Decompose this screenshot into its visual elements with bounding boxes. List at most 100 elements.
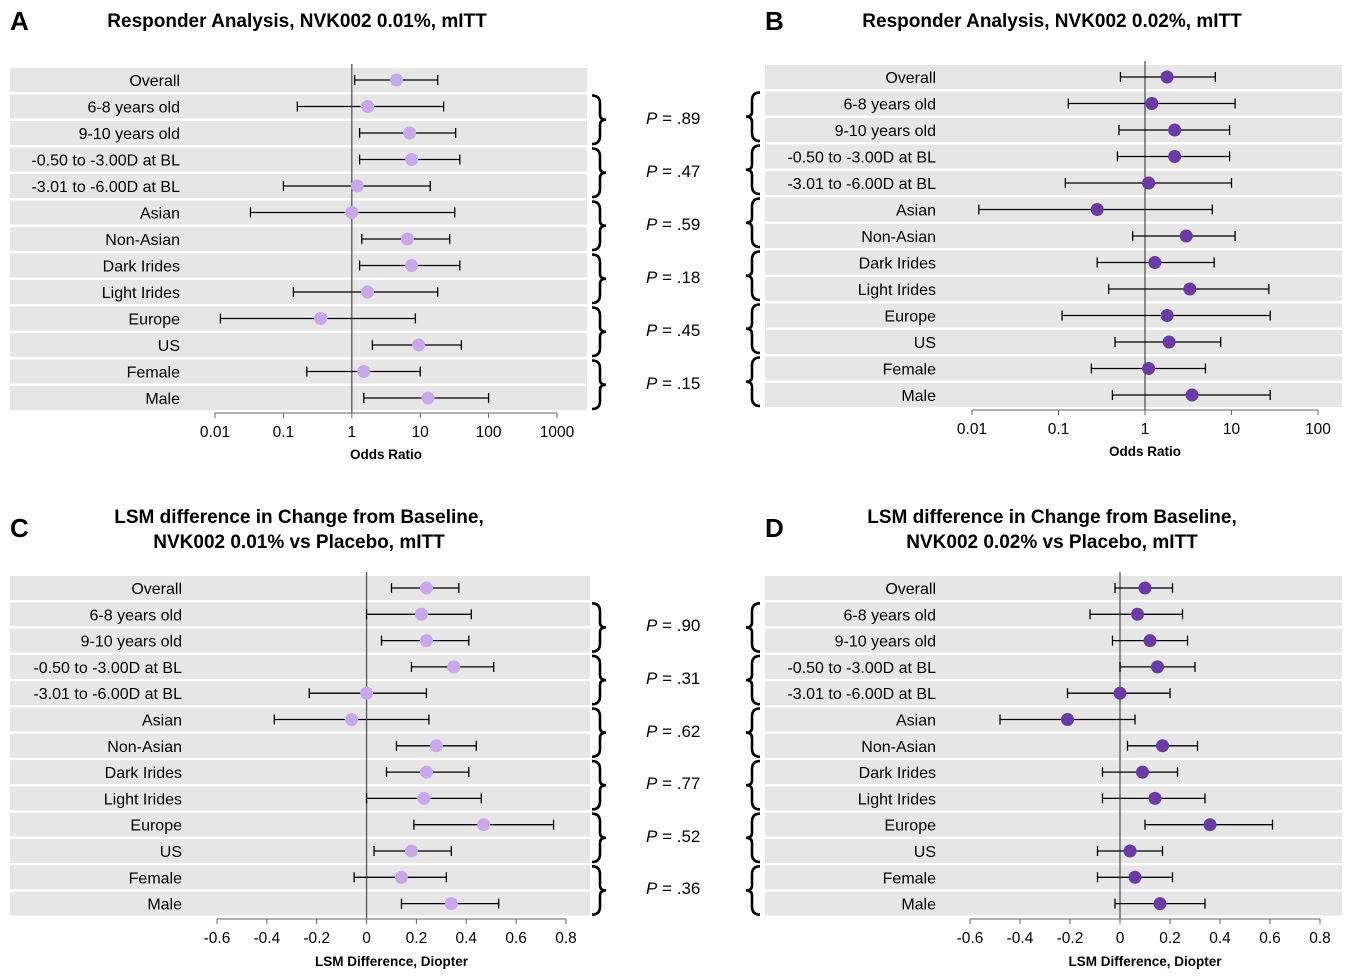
x-tick-label: 1 <box>1141 421 1150 438</box>
interaction-p-value: P = .89 <box>646 109 700 129</box>
subgroup-brace <box>592 656 606 704</box>
interaction-p-value: P = .62 <box>646 722 700 742</box>
subgroup-brace <box>592 603 606 651</box>
chart-title: Responder Analysis, NVK002 0.02%, mITT <box>862 11 1242 32</box>
subgroup-brace <box>592 202 606 251</box>
interaction-p-value: P = .59 <box>646 215 700 235</box>
estimate-point <box>420 582 433 595</box>
x-tick-label: 1000 <box>540 424 575 441</box>
estimate-point <box>447 660 460 673</box>
subgroup-brace <box>746 146 760 195</box>
row-band <box>765 760 1342 784</box>
estimate-point <box>1131 608 1144 621</box>
panel-b: B Responder Analysis, NVK002 0.02%, mITTO… <box>746 6 1342 459</box>
subgroup-brace <box>592 308 606 357</box>
estimate-point <box>1145 97 1158 110</box>
category-label: Asian <box>140 206 180 223</box>
interaction-p-value: P = .90 <box>646 616 700 636</box>
row-band <box>10 892 590 916</box>
x-tick-label: 0.6 <box>505 930 527 947</box>
interaction-p-value: P = .47 <box>646 162 700 182</box>
estimate-point <box>314 312 327 325</box>
category-label: Light Irides <box>858 791 936 808</box>
estimate-point <box>1168 150 1181 163</box>
estimate-point <box>445 897 458 910</box>
row-band <box>10 227 587 251</box>
x-tick-label: 0.2 <box>406 930 428 947</box>
x-tick-label: 10 <box>1223 421 1241 438</box>
chart-title: LSM difference in Change from Baseline, <box>867 507 1237 528</box>
row-band <box>765 865 1342 889</box>
subgroup-brace <box>746 603 760 651</box>
category-label: Female <box>127 365 180 382</box>
estimate-point <box>395 871 408 884</box>
x-axis-label: LSM Difference, Diopter <box>1068 954 1222 969</box>
category-label: 6-8 years old <box>90 607 183 624</box>
subgroup-brace <box>746 358 760 407</box>
estimate-point <box>351 180 364 193</box>
chart-title: NVK002 0.02% vs Placebo, mITT <box>906 532 1198 553</box>
subgroup-brace <box>746 761 760 809</box>
category-label: -0.50 to -3.00D at BL <box>787 660 936 677</box>
row-band <box>10 333 587 357</box>
row-band <box>10 360 587 384</box>
estimate-point <box>1148 256 1161 269</box>
category-label: 9-10 years old <box>81 634 182 651</box>
subgroup-brace <box>746 814 760 862</box>
x-tick-label: -0.4 <box>1007 930 1034 947</box>
category-label: Dark Irides <box>103 259 180 276</box>
category-label: Male <box>901 897 936 914</box>
panel-letter: A <box>10 6 29 36</box>
subgroup-brace <box>592 866 606 914</box>
row-band <box>10 786 590 810</box>
subgroup-brace <box>592 709 606 757</box>
estimate-point <box>477 818 490 831</box>
x-tick-label: -0.4 <box>253 930 280 947</box>
interaction-p-value: P = .77 <box>646 774 700 794</box>
category-label: Europe <box>130 818 182 835</box>
category-label: Female <box>883 362 936 379</box>
category-label: Asian <box>896 713 936 730</box>
estimate-point <box>1114 687 1127 700</box>
row-band <box>765 786 1342 810</box>
x-tick-label: 10 <box>412 424 430 441</box>
category-label: 6-8 years old <box>844 607 937 624</box>
panel-letter: B <box>765 6 784 36</box>
estimate-point <box>1144 634 1157 647</box>
estimate-point <box>360 687 373 700</box>
category-label: Non-Asian <box>107 739 182 756</box>
row-band <box>10 760 590 784</box>
estimate-point <box>361 286 374 299</box>
estimate-point <box>1151 660 1164 673</box>
estimate-point <box>421 392 434 405</box>
estimate-point <box>1163 336 1176 349</box>
category-label: 9-10 years old <box>835 634 936 651</box>
x-tick-label: -0.2 <box>1057 930 1084 947</box>
row-band <box>765 251 1342 275</box>
estimate-point <box>420 634 433 647</box>
subgroup-brace <box>746 199 760 248</box>
category-label: Overall <box>131 581 182 598</box>
chart-title: Responder Analysis, NVK002 0.01%, mITT <box>107 11 487 32</box>
subgroup-brace <box>746 252 760 301</box>
category-label: Male <box>901 388 936 405</box>
category-label: Overall <box>129 73 180 90</box>
subgroup-brace <box>746 93 760 142</box>
chart-title: NVK002 0.01% vs Placebo, mITT <box>153 532 445 553</box>
category-label: Female <box>129 870 182 887</box>
estimate-point <box>390 74 403 87</box>
category-label: Male <box>145 391 180 408</box>
category-label: Europe <box>884 309 936 326</box>
estimate-point <box>345 206 358 219</box>
row-band <box>765 576 1342 600</box>
subgroup-brace <box>746 305 760 354</box>
estimate-point <box>1168 124 1181 137</box>
row-band <box>765 65 1342 89</box>
row-band <box>765 892 1342 916</box>
x-tick-label: -0.6 <box>957 930 984 947</box>
interaction-p-value: P = .31 <box>646 669 700 689</box>
estimate-point <box>1142 177 1155 190</box>
row-band <box>765 330 1342 354</box>
estimate-point <box>357 365 370 378</box>
category-label: Dark Irides <box>859 256 936 273</box>
